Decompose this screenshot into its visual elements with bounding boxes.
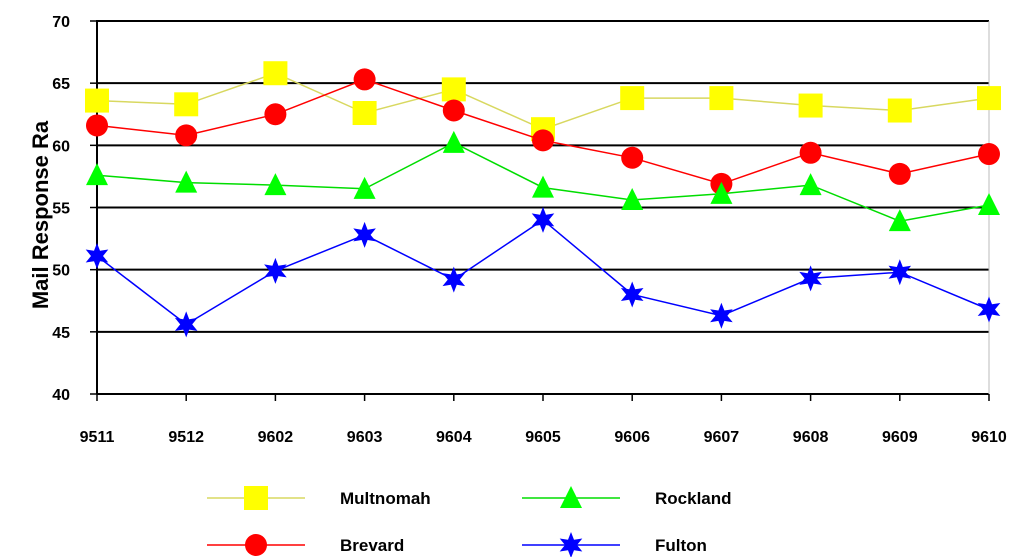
data-point-rockland-9609	[888, 209, 911, 232]
series-rockland	[86, 130, 1000, 232]
series-group	[85, 61, 1001, 338]
legend-item-brevard: Brevard	[207, 534, 404, 556]
data-point-rockland-9512	[175, 170, 198, 193]
data-point-rockland-9511	[86, 163, 108, 186]
y-tick-label-50: 50	[52, 263, 70, 280]
data-point-brevard-9512	[175, 124, 198, 147]
data-point-rockland-9610	[978, 193, 1000, 216]
data-point-rockland-9602	[264, 173, 287, 196]
legend-marker-fulton	[559, 532, 583, 557]
axes: 40 45 50 55 60 65 70 9511 9512 9602 9603 9604 9605 96…	[52, 14, 1007, 446]
data-point-fulton-9512	[174, 311, 198, 338]
legend-item-rockland: Rockland	[522, 486, 732, 508]
data-point-brevard-9608	[799, 141, 822, 164]
y-tick-label-45: 45	[52, 325, 70, 342]
x-tick-label-9603: 9603	[347, 429, 383, 446]
legend-label-brevard: Brevard	[340, 536, 404, 555]
y-axis-label: Mail Response Ra	[28, 120, 53, 309]
x-tick-label-9606: 9606	[614, 429, 650, 446]
series-multnomah	[85, 61, 1001, 142]
data-point-multnomah-9610	[977, 86, 1001, 111]
data-point-brevard-9602	[264, 103, 287, 126]
x-tick-label-9604: 9604	[436, 429, 472, 446]
data-point-rockland-9606	[621, 188, 644, 211]
data-point-brevard-9606	[621, 146, 644, 169]
legend-item-multnomah: Multnomah	[207, 486, 431, 510]
y-tick-label-70: 70	[52, 14, 70, 31]
data-point-multnomah-9607	[709, 86, 734, 111]
data-point-multnomah-9606	[620, 86, 645, 111]
data-point-rockland-9603	[353, 176, 376, 199]
x-tick-label-9511: 9511	[80, 429, 115, 446]
data-point-multnomah-9609	[887, 98, 912, 123]
x-tick-label-9605: 9605	[525, 429, 561, 446]
legend-marker-multnomah	[244, 486, 268, 510]
data-point-rockland-9607	[710, 181, 733, 204]
legend-label-fulton: Fulton	[655, 536, 707, 555]
data-point-brevard-9603	[353, 68, 376, 91]
legend-marker-rockland	[560, 486, 582, 508]
data-point-fulton-9610	[977, 296, 1001, 323]
legend-item-fulton: Fulton	[522, 532, 707, 557]
x-tick-label-9609: 9609	[882, 429, 918, 446]
series-line-fulton	[96, 218, 990, 326]
series-fulton	[85, 206, 1001, 338]
data-point-multnomah-9603	[352, 101, 377, 126]
data-point-fulton-9602	[264, 257, 287, 284]
data-point-fulton-9604	[442, 266, 466, 293]
data-point-fulton-9608	[799, 265, 822, 292]
x-tick-label-9610: 9610	[971, 429, 1007, 446]
data-point-fulton-9607	[710, 302, 733, 329]
data-point-brevard-9610	[978, 143, 1000, 166]
data-point-multnomah-9511	[85, 88, 109, 113]
data-point-brevard-9609	[888, 162, 911, 185]
data-point-brevard-9604	[442, 99, 465, 122]
y-tick-label-40: 40	[52, 387, 70, 404]
x-tick-label-9512: 9512	[168, 429, 204, 446]
x-tick-label-9608: 9608	[793, 429, 829, 446]
x-tick-label-9602: 9602	[258, 429, 294, 446]
data-point-multnomah-9608	[798, 93, 823, 118]
y-tick-label-65: 65	[52, 76, 70, 93]
data-point-fulton-9603	[353, 221, 376, 248]
data-point-fulton-9605	[531, 206, 555, 233]
legend-label-rockland: Rockland	[655, 489, 732, 508]
legend-marker-brevard	[245, 534, 267, 556]
y-tick-label-55: 55	[52, 201, 70, 218]
data-point-fulton-9511	[85, 243, 109, 269]
x-tick-label-9607: 9607	[704, 429, 740, 446]
legend: Multnomah Brevard Rockland Fulton	[207, 486, 732, 557]
data-point-rockland-9608	[799, 173, 822, 196]
data-point-multnomah-9512	[174, 92, 199, 117]
data-point-multnomah-9602	[263, 61, 288, 86]
data-point-fulton-9609	[888, 259, 912, 286]
data-point-rockland-9604	[442, 130, 465, 153]
data-point-rockland-9605	[532, 175, 554, 198]
data-point-brevard-9605	[532, 129, 554, 152]
data-point-fulton-9606	[620, 281, 644, 308]
series-brevard	[86, 68, 1000, 195]
legend-label-multnomah: Multnomah	[340, 489, 431, 508]
data-point-multnomah-9604	[441, 77, 466, 102]
data-point-brevard-9511	[86, 114, 108, 137]
y-tick-label-60: 60	[52, 138, 70, 155]
